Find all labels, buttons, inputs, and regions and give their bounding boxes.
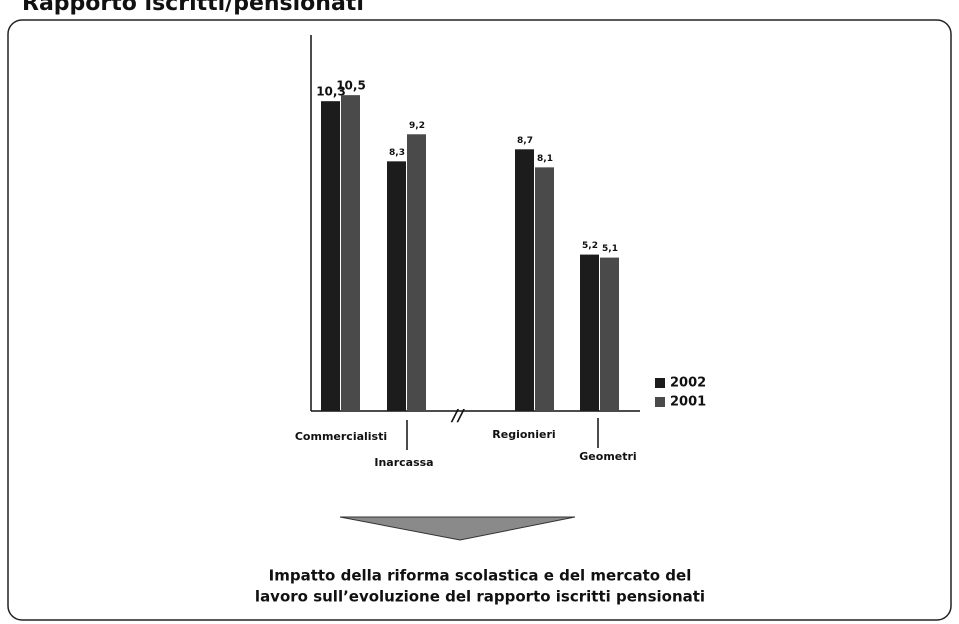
value-label: 8,7 [517, 136, 533, 146]
bar [341, 95, 360, 411]
bar [515, 149, 534, 411]
bar [600, 257, 619, 411]
bar [535, 167, 554, 411]
frame [7, 19, 952, 621]
value-label: 8,1 [537, 154, 553, 164]
arrow [339, 516, 576, 541]
bar [387, 161, 406, 411]
value-label: 8,3 [389, 148, 405, 158]
bar [407, 134, 426, 411]
caption: lavoro sull’evoluzione del rapporto iscr… [255, 588, 705, 606]
legend-label: 2002 [670, 376, 706, 391]
value-label: 5,2 [582, 241, 598, 251]
x-tick-label: Regionieri [492, 428, 555, 441]
bar [321, 101, 340, 412]
bar [580, 254, 599, 411]
chart-title: Rapporto iscritti/pensionati [22, 0, 364, 16]
x-tick-label: Commercialisti [295, 430, 387, 443]
value-label: 5,1 [602, 244, 618, 254]
axis-break: // [450, 406, 465, 425]
x-tick-label: Geometri [579, 450, 636, 463]
caption: Impatto della riforma scolastica e del m… [269, 567, 692, 585]
x-tick-label: Inarcassa [374, 456, 433, 469]
legend-swatch [655, 397, 665, 407]
value-label: 10,5 [336, 79, 366, 93]
value-label: 9,2 [409, 121, 425, 131]
legend-label: 2001 [670, 395, 706, 410]
value-label: 10,3 [316, 85, 346, 99]
legend-swatch [655, 378, 665, 388]
